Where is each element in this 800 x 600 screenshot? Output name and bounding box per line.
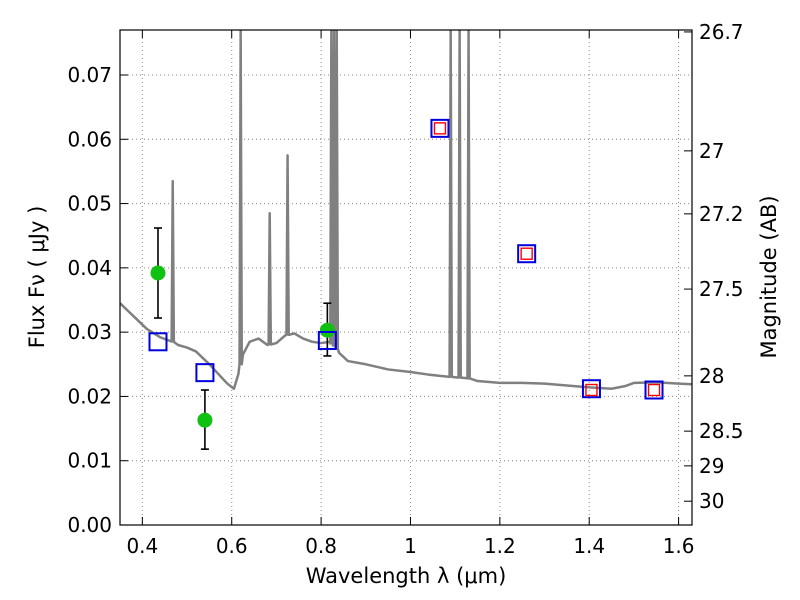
model-flux-square (430, 118, 450, 138)
y2-tick-label: 26.7 (699, 20, 744, 44)
y2-tick-label: 28.5 (699, 419, 744, 443)
model-flux-inner-square (585, 383, 598, 397)
x-tick-label: 1.4 (573, 534, 605, 558)
grid (120, 30, 692, 526)
x-tick-label: 1 (404, 534, 417, 558)
y-tick-label: 0.02 (67, 384, 112, 408)
model-flux-square (517, 244, 537, 264)
y-tick-label: 0.03 (67, 320, 112, 344)
observed-flux-point (150, 265, 166, 281)
y2-tick-label: 29 (699, 454, 724, 478)
y2-tick-label: 27 (699, 139, 724, 163)
model-flux-square (317, 331, 337, 350)
x-tick-label: 0.8 (305, 534, 337, 558)
y-axis-ticks: 0.00 0.01 0.02 0.03 0.04 0.05 0.06 0.07 (67, 63, 128, 537)
y2-tick-label: 27.5 (699, 277, 744, 301)
x-axis-ticks: 0.4 0.6 0.8 1 1.2 1.4 1.6 (126, 30, 695, 558)
x-tick-label: 1.6 (663, 534, 695, 558)
model-flux-inner-square (433, 122, 447, 135)
model-flux-square (581, 379, 601, 399)
photometry-points (148, 118, 664, 450)
model-spectrum (120, 30, 692, 390)
observed-flux-point (197, 412, 213, 428)
model-flux-inner-square (520, 247, 533, 260)
y2-axis-title: Magnitude (AB) (757, 195, 781, 358)
y-tick-label: 0.07 (67, 63, 112, 87)
x-tick-label: 1.2 (484, 534, 516, 558)
plot-frame (119, 29, 693, 526)
x-tick-label: 0.6 (216, 534, 248, 558)
y2-tick-label: 28 (699, 364, 724, 388)
y2-tick-label: 27.2 (699, 202, 744, 226)
model-flux-square (148, 332, 168, 352)
model-flux-square (195, 363, 215, 383)
y-tick-label: 0.04 (67, 256, 112, 280)
x-tick-label: 0.4 (126, 534, 158, 558)
y-tick-label: 0.01 (67, 449, 112, 473)
model-flux-inner-square (647, 383, 661, 397)
y-tick-label: 0.05 (67, 192, 112, 216)
y2-axis-ticks: 26.7 27 27.2 27.5 28 28.5 29 30 (684, 20, 744, 513)
spectrum-line (120, 30, 692, 390)
y-tick-label: 0.06 (67, 127, 112, 151)
y2-tick-label: 30 (699, 489, 724, 513)
y-tick-label: 0.00 (67, 513, 112, 537)
model-flux-square (644, 380, 664, 400)
y-axis-title: Flux Fν ( μJy ) (25, 206, 49, 349)
observed-flux-point (319, 322, 335, 338)
x-axis-title: Wavelength λ (μm) (306, 564, 507, 588)
